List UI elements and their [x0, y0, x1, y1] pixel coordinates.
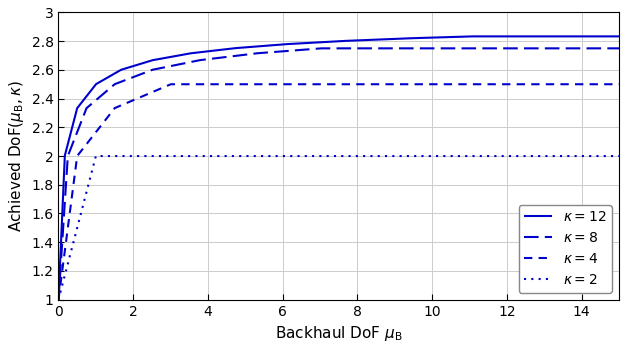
- $\kappa = 8$: [316, 46, 324, 50]
- $\kappa = 2$: [152, 154, 160, 158]
- $\kappa = 12$: [544, 34, 552, 38]
- $\kappa = 12$: [605, 34, 612, 38]
- $\kappa = 8$: [544, 46, 552, 50]
- $\kappa = 4$: [615, 82, 623, 86]
- $\kappa = 12$: [152, 57, 160, 62]
- Line: $\kappa = 8$: $\kappa = 8$: [58, 48, 619, 300]
- $\kappa = 12$: [119, 67, 126, 71]
- $\kappa = 2$: [92, 154, 100, 158]
- Y-axis label: Achieved DoF$(\mu_\mathrm{B}, \kappa)$: Achieved DoF$(\mu_\mathrm{B}, \kappa)$: [7, 80, 26, 232]
- $\kappa = 8$: [54, 298, 62, 302]
- $\kappa = 12$: [466, 34, 473, 38]
- $\kappa = 8$: [615, 46, 623, 50]
- $\kappa = 12$: [270, 43, 277, 47]
- $\kappa = 12$: [294, 41, 302, 46]
- $\kappa = 8$: [294, 48, 302, 52]
- Line: $\kappa = 2$: $\kappa = 2$: [58, 156, 619, 300]
- X-axis label: Backhaul DoF $\mu_\mathrm{B}$: Backhaul DoF $\mu_\mathrm{B}$: [275, 324, 403, 343]
- Line: $\kappa = 4$: $\kappa = 4$: [58, 84, 619, 300]
- $\kappa = 2$: [119, 154, 126, 158]
- $\kappa = 12$: [54, 298, 62, 302]
- $\kappa = 2$: [615, 154, 623, 158]
- Legend: $\kappa = 12$, $\kappa = 8$, $\kappa = 4$, $\kappa = 2$: $\kappa = 12$, $\kappa = 8$, $\kappa = 4…: [519, 205, 612, 293]
- $\kappa = 4$: [54, 298, 62, 302]
- $\kappa = 8$: [119, 79, 126, 83]
- $\kappa = 2$: [54, 298, 62, 302]
- $\kappa = 2$: [294, 154, 302, 158]
- $\kappa = 2$: [270, 154, 277, 158]
- $\kappa = 4$: [605, 82, 612, 86]
- $\kappa = 8$: [605, 46, 612, 50]
- $\kappa = 12$: [615, 34, 623, 38]
- $\kappa = 8$: [270, 50, 277, 54]
- Line: $\kappa = 12$: $\kappa = 12$: [58, 36, 619, 300]
- $\kappa = 4$: [167, 82, 175, 86]
- $\kappa = 4$: [270, 82, 277, 86]
- $\kappa = 8$: [152, 67, 160, 71]
- $\kappa = 2$: [544, 154, 552, 158]
- $\kappa = 4$: [119, 103, 126, 107]
- $\kappa = 4$: [294, 82, 302, 86]
- $\kappa = 2$: [605, 154, 612, 158]
- $\kappa = 4$: [152, 89, 160, 93]
- $\kappa = 4$: [544, 82, 552, 86]
